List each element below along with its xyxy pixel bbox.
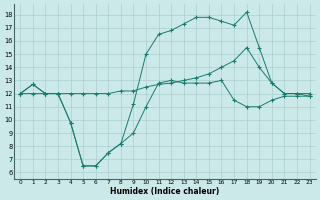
X-axis label: Humidex (Indice chaleur): Humidex (Indice chaleur) <box>110 187 220 196</box>
